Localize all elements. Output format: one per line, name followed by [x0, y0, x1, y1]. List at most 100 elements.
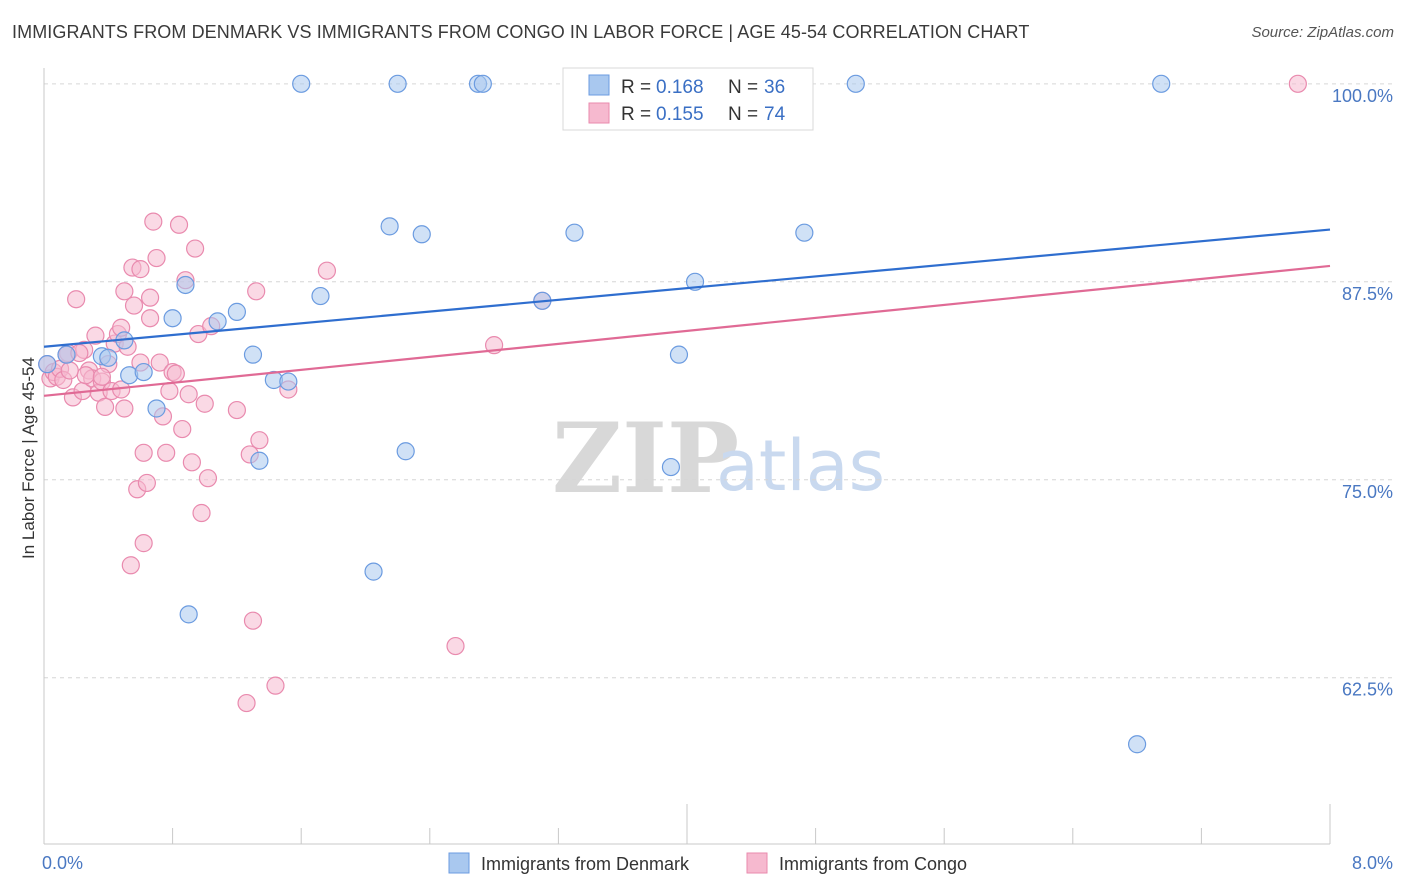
trend-lines	[43, 228, 1331, 397]
legend-swatch-denmark	[448, 852, 470, 874]
denmark-point	[795, 223, 814, 242]
denmark-point	[311, 286, 330, 306]
denmark-point	[250, 451, 269, 470]
stats-r-label-congo: R =	[621, 104, 651, 125]
congo-point	[195, 394, 214, 413]
series-points	[38, 74, 1307, 754]
denmark-point	[565, 223, 584, 242]
denmark-point	[292, 74, 311, 93]
congo-point	[317, 261, 337, 280]
stats-n-label-denmark: N =	[728, 77, 758, 98]
congo-point	[137, 473, 156, 493]
trend-line-congo	[43, 264, 1331, 397]
congo-point	[67, 290, 86, 309]
stats-r-value-congo: 0.155	[656, 104, 704, 125]
source-label: Source: ZipAtlas.com	[1251, 24, 1394, 41]
congo-point	[140, 309, 160, 328]
congo-point	[186, 239, 205, 258]
denmark-point	[661, 457, 681, 477]
congo-point	[198, 469, 218, 488]
congo-point	[86, 326, 105, 345]
trend-line-denmark	[43, 228, 1331, 348]
congo-point	[115, 399, 134, 418]
denmark-point	[99, 348, 118, 367]
congo-point	[179, 385, 198, 404]
denmark-point	[669, 345, 689, 364]
congo-point	[243, 611, 263, 630]
stats-n-value-denmark: 36	[764, 77, 785, 98]
congo-point	[227, 400, 246, 420]
congo-point	[124, 296, 144, 315]
denmark-point	[147, 399, 166, 418]
congo-point	[95, 397, 115, 417]
congo-point	[92, 367, 111, 386]
denmark-point	[473, 74, 492, 93]
congo-point	[147, 248, 166, 268]
y-tick-label: 62.5%	[1342, 680, 1393, 700]
congo-point	[1288, 74, 1307, 93]
congo-point	[134, 534, 153, 553]
congo-point	[144, 212, 163, 231]
congo-point	[250, 431, 269, 450]
congo-point	[192, 503, 211, 523]
congo-point	[160, 381, 179, 401]
denmark-point	[846, 74, 865, 93]
denmark-point	[179, 605, 198, 624]
x-tick-label-min: 0.0%	[42, 853, 83, 873]
legend-label-congo: Immigrants from Congo	[779, 854, 967, 874]
congo-point	[247, 282, 266, 301]
congo-point	[76, 366, 95, 385]
denmark-point	[38, 355, 57, 374]
denmark-point	[57, 345, 76, 364]
y-axis-label: In Labor Force | Age 45-54	[19, 357, 38, 559]
congo-point	[134, 443, 153, 462]
denmark-point	[1127, 735, 1147, 754]
stats-r-label-denmark: R =	[621, 77, 651, 98]
stats-swatch-congo	[588, 102, 610, 124]
congo-point	[169, 215, 189, 234]
denmark-point	[163, 309, 182, 328]
stats-n-label-congo: N =	[728, 104, 758, 125]
y-tick-label: 75.0%	[1342, 482, 1393, 502]
denmark-point	[134, 362, 153, 382]
x-tick-label-max: 8.0%	[1352, 853, 1393, 873]
denmark-point	[227, 302, 246, 321]
stats-box: R = 0.168 N = 36 R = 0.155 N = 74	[562, 67, 814, 131]
grid-lines	[44, 83, 1393, 679]
stats-swatch-denmark	[588, 74, 610, 96]
denmark-point	[243, 345, 263, 364]
congo-point	[173, 419, 192, 439]
congo-point	[446, 636, 465, 656]
watermark-zip: ZIP	[552, 402, 739, 515]
denmark-point	[279, 372, 298, 391]
legend: Immigrants from Denmark Immigrants from …	[448, 852, 967, 874]
stats-n-value-congo: 74	[764, 104, 786, 125]
chart-title: IMMIGRANTS FROM DENMARK VS IMMIGRANTS FR…	[12, 22, 1030, 42]
denmark-point	[364, 562, 383, 581]
denmark-point	[208, 312, 227, 331]
y-tick-label: 100.0%	[1332, 86, 1393, 106]
denmark-point	[380, 217, 399, 236]
denmark-point	[388, 74, 407, 93]
congo-point	[166, 364, 185, 383]
congo-point	[157, 443, 176, 462]
denmark-point	[396, 442, 415, 461]
congo-point	[266, 676, 285, 695]
stats-r-value-denmark: 0.168	[656, 77, 704, 98]
y-tick-label: 87.5%	[1342, 284, 1393, 304]
congo-point	[182, 453, 201, 472]
congo-point	[140, 288, 160, 307]
congo-point	[150, 353, 169, 372]
legend-swatch-congo	[746, 852, 768, 874]
congo-point	[115, 282, 134, 301]
congo-point	[237, 693, 256, 713]
congo-point	[60, 361, 79, 380]
watermark-atlas: atlas	[716, 425, 885, 507]
denmark-point	[176, 275, 195, 295]
legend-label-denmark: Immigrants from Denmark	[481, 854, 690, 874]
congo-point	[131, 260, 150, 279]
denmark-point	[412, 225, 431, 244]
ticks: 62.5% 75.0% 87.5% 100.0%	[43, 86, 1393, 844]
congo-point	[121, 556, 140, 575]
